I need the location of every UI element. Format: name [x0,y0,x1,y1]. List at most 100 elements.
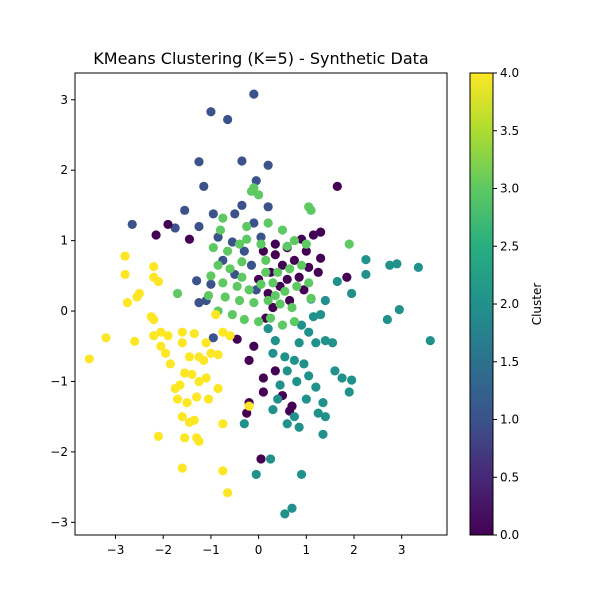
data-point-cluster-3 [242,221,252,232]
data-point-cluster-3 [206,271,216,281]
data-point-cluster-2 [296,469,307,480]
data-point-cluster-4 [211,309,221,320]
data-point-cluster-0 [342,272,352,282]
data-point-cluster-2 [282,366,292,376]
colorbar-tick-label: 1.0 [500,413,519,427]
data-point-cluster-2 [308,312,319,322]
data-point-cluster-3 [263,295,273,306]
colorbar [469,72,494,536]
colorbar-tick-label: 3.5 [500,124,519,138]
data-point-cluster-4 [101,333,111,343]
data-point-cluster-2 [316,309,326,320]
data-point-cluster-3 [225,264,235,274]
data-point-cluster-3 [304,278,314,288]
data-point-cluster-0 [258,387,268,397]
data-point-cluster-3 [277,225,288,235]
data-point-cluster-0 [316,253,326,263]
data-point-cluster-4 [165,359,175,369]
data-point-cluster-2 [318,398,328,408]
data-point-cluster-0 [304,262,314,272]
data-point-cluster-0 [163,219,173,230]
data-point-cluster-2 [268,405,278,415]
colorbar-tick-label: 0.0 [500,528,519,542]
data-point-cluster-3 [254,317,264,327]
data-point-cluster-2 [287,503,297,513]
data-point-cluster-1 [249,218,259,228]
data-point-cluster-0 [232,334,242,344]
data-point-cluster-4 [177,338,187,348]
data-point-cluster-3 [215,225,226,235]
data-point-cluster-1 [251,176,261,186]
data-point-cluster-3 [289,236,299,246]
data-point-cluster-2 [320,336,330,346]
data-point-cluster-1 [170,223,180,233]
data-point-cluster-3 [280,286,290,296]
data-point-cluster-3 [287,302,297,313]
data-point-cluster-1 [230,209,240,219]
data-point-cluster-3 [270,290,280,301]
data-point-cluster-4 [149,331,159,341]
data-point-cluster-3 [242,234,252,244]
data-point-cluster-1 [213,232,223,242]
data-point-cluster-0 [249,341,259,351]
data-point-cluster-4 [184,352,195,362]
colorbar-tick-label: 0.5 [500,470,519,484]
data-point-cluster-0 [242,408,252,418]
data-point-cluster-3 [172,288,183,299]
plot-frame [74,72,448,536]
data-point-cluster-2 [311,382,321,392]
colorbar-tick-label: 2.0 [500,297,519,311]
data-point-cluster-1 [194,157,204,167]
data-point-cluster-1 [263,202,273,212]
colorbar-tick-label: 3.0 [500,182,519,196]
data-point-cluster-2 [280,509,290,519]
data-point-cluster-3 [220,292,230,302]
data-point-cluster-2 [294,422,304,432]
y-tick-label: −1 [50,374,68,388]
data-point-cluster-2 [337,373,347,383]
data-point-cluster-2 [294,338,304,348]
x-tick-label: 2 [350,543,358,557]
data-point-cluster-2 [347,288,357,299]
data-point-cluster-4 [153,276,164,287]
data-point-cluster-1 [180,205,190,215]
data-point-cluster-2 [251,469,261,480]
data-point-cluster-4 [130,336,140,346]
data-point-cluster-0 [282,274,292,284]
data-point-cluster-2 [239,419,249,429]
data-point-cluster-1 [227,237,237,247]
data-point-cluster-3 [256,279,266,289]
data-point-cluster-3 [218,278,228,288]
data-point-cluster-4 [172,394,183,404]
data-point-cluster-4 [218,466,228,476]
data-point-cluster-0 [244,355,254,365]
x-tick-label: 1 [302,543,310,557]
data-point-cluster-4 [177,463,187,473]
data-point-cluster-0 [270,366,280,376]
y-tick-label: −3 [50,515,68,529]
data-point-cluster-1 [206,279,216,289]
data-point-cluster-0 [258,373,268,383]
y-tick-label: 2 [60,163,68,177]
data-point-cluster-2 [330,366,340,376]
data-point-cluster-2 [270,336,280,346]
data-point-cluster-1 [208,333,218,343]
data-point-cluster-3 [223,246,233,256]
data-point-cluster-0 [316,227,326,237]
x-tick-label: −3 [107,543,125,557]
data-point-cluster-3 [218,213,228,223]
data-point-cluster-2 [282,419,292,429]
data-point-cluster-4 [199,355,209,365]
data-point-cluster-4 [120,251,130,261]
data-point-cluster-3 [301,239,311,249]
data-point-cluster-1 [199,181,209,191]
data-point-cluster-0 [184,234,195,244]
data-point-cluster-0 [299,285,309,295]
data-point-cluster-4 [153,431,164,441]
data-point-cluster-0 [313,267,323,277]
x-tick-label: −1 [202,543,220,557]
data-point-cluster-3 [234,239,245,249]
data-point-cluster-1 [192,276,202,286]
data-point-cluster-2 [332,276,342,287]
data-point-cluster-1 [249,89,259,99]
